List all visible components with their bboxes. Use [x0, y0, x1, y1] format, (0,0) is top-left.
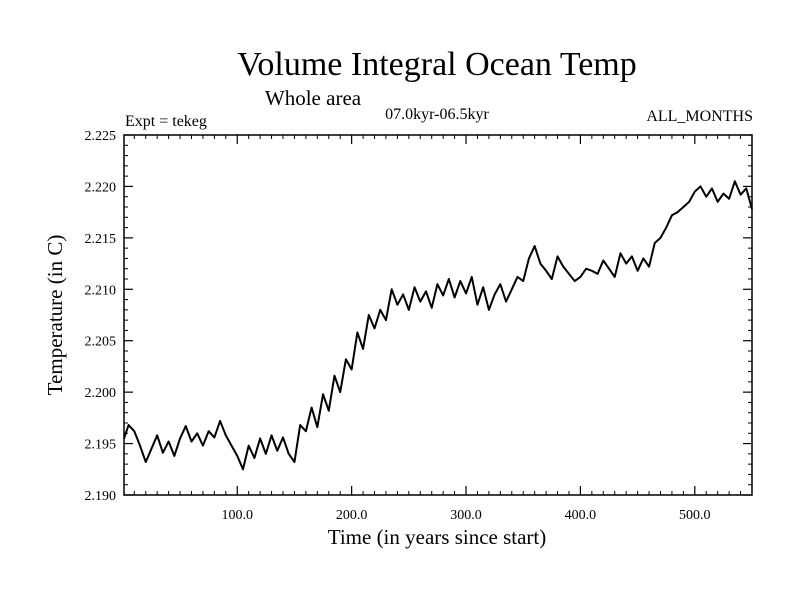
x-tick-label: 200.0 — [336, 508, 368, 523]
x-tick-labels: 100.0 200.0 300.0 400.0 500.0 — [221, 508, 710, 523]
x-axis-label: Time (in years since start) — [328, 525, 547, 549]
y-tick-label: 2.195 — [85, 438, 117, 453]
y-tick-labels: 2.190 2.195 2.200 2.205 2.210 2.215 2.220 2.225 — [85, 129, 117, 504]
chart-period: 07.0kyr-06.5kyr — [385, 106, 489, 123]
months-label: ALL_MONTHS — [646, 108, 753, 125]
chart-subtitle: Whole area — [265, 86, 362, 110]
y-tick-label: 2.210 — [85, 283, 117, 298]
axis-ticks — [124, 134, 753, 496]
experiment-label: Expt = tekeg — [125, 113, 207, 130]
plot-frame — [123, 134, 753, 496]
y-tick-label: 2.220 — [85, 180, 117, 195]
y-tick-label: 2.190 — [85, 489, 117, 504]
series-line — [123, 180, 753, 471]
y-axis-label: Temperature (in C) — [43, 235, 67, 396]
y-tick-label: 2.205 — [85, 335, 117, 350]
x-tick-label: 300.0 — [450, 508, 482, 523]
x-tick-label: 400.0 — [565, 508, 597, 523]
y-tick-label: 2.225 — [85, 129, 117, 144]
y-tick-label: 2.200 — [85, 386, 117, 401]
chart-title: Volume Integral Ocean Temp — [237, 46, 637, 83]
x-tick-label: 500.0 — [679, 508, 711, 523]
y-tick-label: 2.215 — [85, 232, 117, 247]
x-tick-label: 100.0 — [221, 508, 253, 523]
